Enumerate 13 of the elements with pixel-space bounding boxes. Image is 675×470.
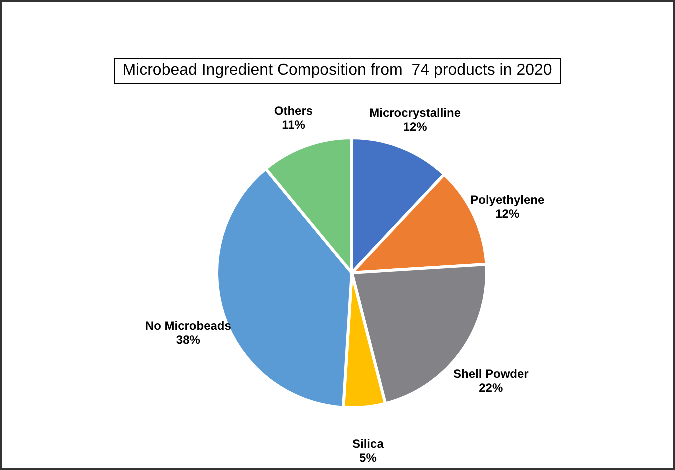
data-label: 5% bbox=[360, 451, 378, 466]
slice-label: Silica bbox=[352, 437, 384, 452]
data-label: 11% bbox=[282, 118, 306, 132]
slice-label: Microcrystalline bbox=[370, 106, 462, 120]
data-label: 12% bbox=[403, 120, 428, 134]
slice-label: Shell Powder bbox=[453, 367, 530, 382]
slice-label: Polyethylene bbox=[470, 192, 545, 207]
slice-label: No Microbeads bbox=[145, 319, 232, 334]
data-label: 38% bbox=[176, 333, 201, 348]
data-label: 22% bbox=[479, 381, 504, 396]
slice-label: Others bbox=[274, 104, 314, 118]
chart-title: Microbead Ingredient Composition from 74 products in 2020 bbox=[114, 58, 562, 84]
data-label: 12% bbox=[496, 206, 520, 221]
